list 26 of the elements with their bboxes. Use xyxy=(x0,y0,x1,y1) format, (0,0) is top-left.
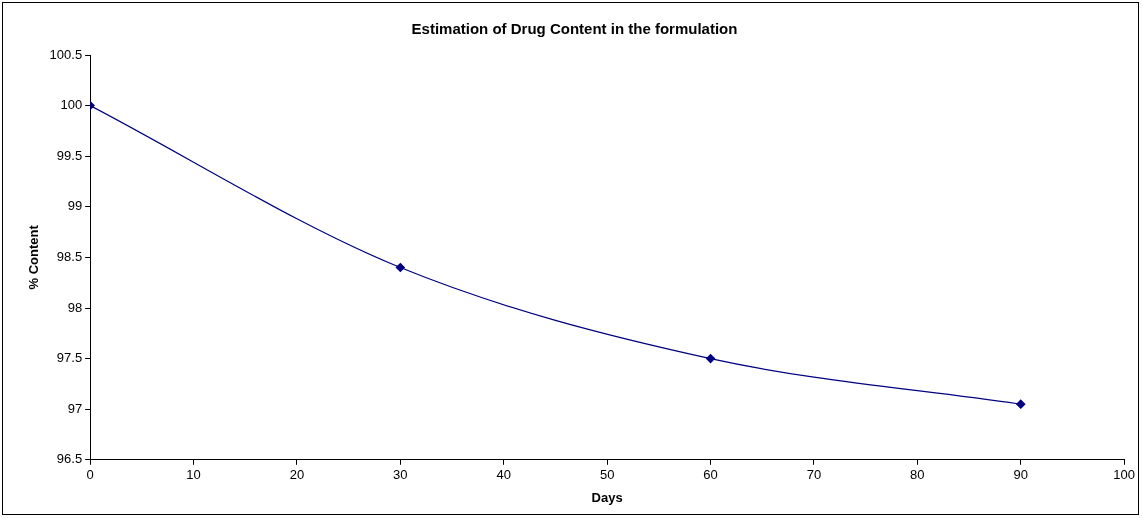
x-tick-label: 70 xyxy=(806,467,822,483)
y-tick-label: 99 xyxy=(67,198,83,214)
x-tick-label: 60 xyxy=(703,467,718,483)
x-tick-label: 10 xyxy=(186,467,201,483)
y-axis-title: % Content xyxy=(26,224,42,290)
point xyxy=(395,262,405,273)
x-tick-label: 30 xyxy=(393,467,408,483)
point xyxy=(705,354,716,364)
x-tick-label: 50 xyxy=(599,467,615,483)
x-axis-title: Days xyxy=(591,489,623,505)
x-tick-label: 20 xyxy=(289,467,305,483)
x-tick-label: 40 xyxy=(496,467,511,483)
y-tick-label: 97.5 xyxy=(56,350,83,366)
y-tick-label: 100 xyxy=(60,97,83,113)
y-tick-label: 97 xyxy=(67,400,83,416)
x-tick-label: 0 xyxy=(86,467,94,483)
chart-title: Estimation of Drug Content in the formulation xyxy=(411,20,738,38)
x-tick-label: 80 xyxy=(910,467,925,483)
y-tick-label: 96.5 xyxy=(56,451,83,467)
x-tick-label: 90 xyxy=(1013,467,1028,483)
x-tick-label: 100 xyxy=(1113,467,1136,483)
y-tick-label: 99.5 xyxy=(56,147,83,163)
y-tick-label: 98 xyxy=(67,299,83,315)
point xyxy=(1016,399,1026,409)
y-tick-label: 100.5 xyxy=(49,46,83,62)
y-tick-label: 98.5 xyxy=(56,248,83,264)
